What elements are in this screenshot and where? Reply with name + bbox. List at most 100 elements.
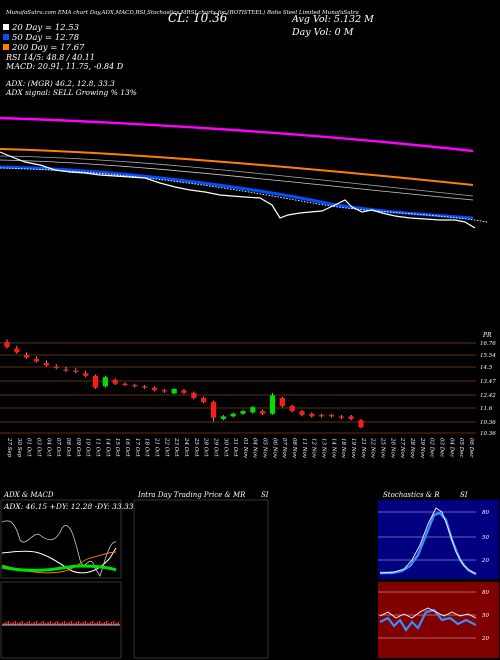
adx-panel-values: ADX: 46.15 +DY: 12.28 -DY: 33.33	[3, 502, 134, 511]
date-tick-label: 04 Oct	[45, 438, 51, 457]
macd-bar	[96, 622, 98, 625]
date-tick-label: 15 Oct	[114, 438, 120, 457]
date-tick-label: 01 Oct	[26, 438, 32, 457]
ema50-line	[0, 148, 474, 186]
date-tick-label: 05 Nov	[262, 438, 268, 459]
macd-bar	[101, 623, 103, 625]
date-tick-label: 11 Nov	[301, 438, 307, 459]
date-tick-label: 26 Nov	[389, 437, 395, 459]
date-tick-label: 23 Oct	[173, 437, 179, 457]
date-tick-label: 30 Sep	[16, 438, 22, 458]
date-tick-label: 03 Dec	[439, 438, 445, 458]
price-tick-label: 10.36	[480, 420, 496, 426]
candle-body	[240, 411, 246, 414]
date-tick-label: 04 Nov	[252, 438, 258, 459]
macd-bar	[103, 622, 106, 625]
svg-text:20 Day = 12.53: 20 Day = 12.53	[11, 23, 79, 33]
date-tick-label: 31 Oct	[232, 438, 238, 457]
candle-body	[348, 416, 354, 419]
candles	[4, 339, 364, 429]
price-line	[0, 151, 476, 229]
macd-bar	[54, 622, 56, 625]
stoch-tick-20: 20	[481, 558, 489, 564]
date-tick-label: 04 Dec	[448, 438, 454, 458]
date-tick-label: 29 Nov	[419, 437, 425, 459]
date-tick-label: 13 Nov	[321, 438, 327, 459]
macd-bar	[33, 622, 35, 625]
date-tick-label: 11 Oct	[94, 438, 100, 457]
macd-bar	[112, 621, 115, 625]
macd-bar	[84, 621, 87, 625]
intraday-si-label: SI	[261, 491, 269, 499]
price-axis: 16.76 15.54 14.5 13.47 12.42 11.6 10.36 10.36	[480, 341, 496, 437]
date-tick-label: 08 Nov	[291, 438, 297, 459]
price-tick-label: 15.54	[480, 353, 496, 359]
header-line: MunafaSutra.com EMA chart Day,ADX,MACD,R…	[5, 9, 359, 16]
adx-panel-title: ADX & MACD	[3, 491, 54, 499]
candle-body	[112, 379, 118, 384]
date-tick-label: 16 Oct	[124, 438, 130, 457]
date-tick-label: 03 Oct	[35, 438, 41, 457]
date-tick-label: 28 Nov	[409, 437, 415, 459]
candle-body	[230, 413, 236, 417]
intraday-panel-title: Intra Day Trading Price & MR	[137, 491, 246, 499]
candle-body	[43, 362, 49, 366]
date-tick-label: 27 Nov	[399, 437, 405, 459]
candle-body	[102, 377, 108, 387]
date-tick-label: 18 Oct	[144, 438, 150, 457]
candle-body	[201, 398, 207, 402]
macd-bar	[42, 621, 45, 625]
candle-body	[289, 405, 295, 412]
stochastics-panel-title: Stochastics & R	[383, 491, 440, 499]
stoch-k-line	[380, 511, 477, 576]
macd-histogram	[3, 621, 120, 625]
macd-bar	[89, 622, 91, 625]
avg-volume: Avg Vol: 5.132 M	[291, 14, 374, 25]
macd-bar	[73, 623, 75, 625]
macd-bar	[70, 621, 73, 625]
macd-bar	[63, 621, 66, 625]
ema20-line	[0, 165, 474, 220]
date-tick-label: 22 Nov	[370, 437, 376, 459]
macd-bar	[82, 622, 84, 625]
macd-bar	[52, 623, 54, 625]
macd-bar	[24, 623, 26, 625]
macd-bar	[14, 621, 17, 625]
date-tick-label: 19 Nov	[350, 438, 356, 459]
macd-bar	[61, 622, 63, 625]
candle-body	[191, 392, 197, 399]
macd-bar	[66, 623, 68, 625]
ema-grey-line-1	[0, 155, 474, 197]
rsi-panel	[378, 582, 499, 658]
macd-bar	[56, 621, 59, 625]
macd-bar	[105, 621, 108, 625]
macd-bar	[7, 621, 10, 625]
macd-line	[1, 564, 117, 572]
macd-histogram-panel	[0, 581, 122, 659]
ema-dotted-line	[0, 167, 488, 223]
macd-bar	[47, 622, 49, 625]
candle-body	[53, 366, 59, 369]
macd-bar	[26, 622, 28, 625]
date-tick-label: 21 Nov	[360, 437, 366, 459]
price-tick-label: 14.5	[480, 365, 493, 371]
macd-bar	[75, 622, 77, 625]
candle-body	[151, 387, 158, 391]
macd-bar	[35, 621, 38, 625]
date-tick-label: 10 Oct	[85, 438, 91, 457]
candle-body	[319, 415, 325, 417]
macd-bar	[38, 623, 40, 625]
macd-readout: MACD: 20.91, 11.75, -0.84 D	[5, 62, 124, 71]
date-tick-label: 17 Oct	[134, 438, 140, 457]
candle-body	[122, 383, 128, 385]
mrsi-line	[379, 608, 477, 632]
adx-panel	[0, 499, 122, 579]
macd-bar	[3, 623, 5, 625]
macd-bar	[17, 623, 19, 625]
candle-body	[14, 348, 20, 353]
candle-body	[92, 375, 99, 388]
candle-body	[132, 385, 138, 387]
day-volume: Day Vol: 0 M	[291, 27, 354, 38]
candle-body	[269, 395, 276, 414]
date-tick-label: 18 Nov	[340, 438, 346, 459]
